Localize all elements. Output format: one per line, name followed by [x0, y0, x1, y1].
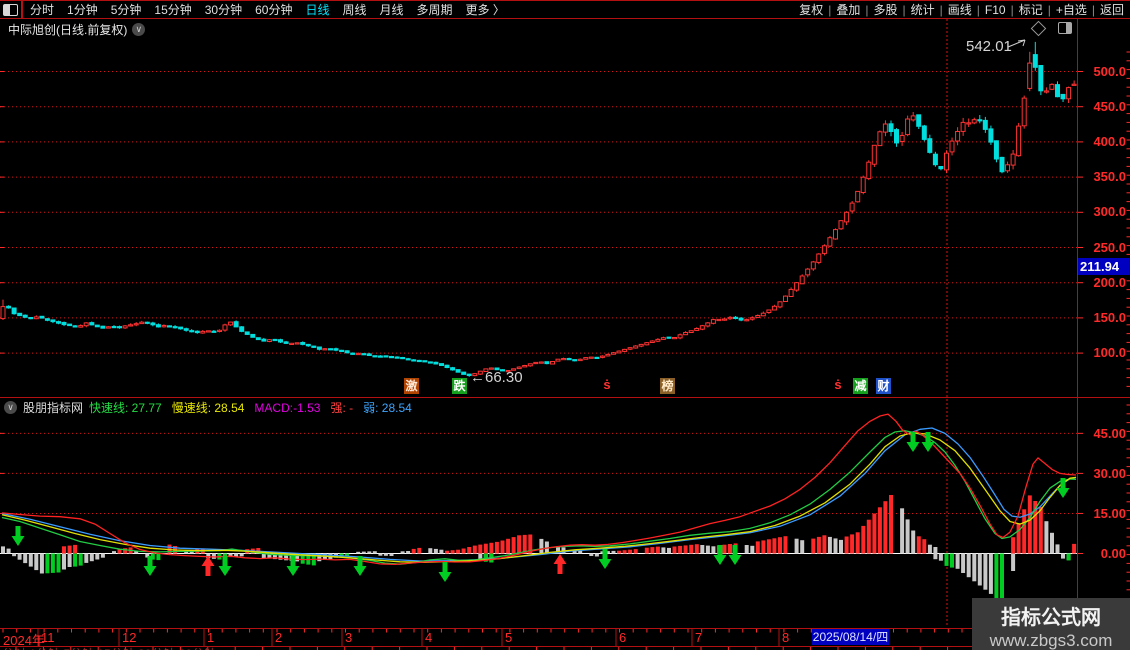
period-tab-3[interactable]: 15分钟: [154, 3, 192, 17]
marked-price-badge: 211.94: [1078, 258, 1130, 275]
toolbar-button-3[interactable]: 统计: [910, 3, 935, 17]
indicator-name: 股朋指标网: [23, 401, 84, 415]
period-tabs: 分时 1分钟 5分钟 15分钟 30分钟 60分钟 日线 周线 月线 多周期 更多 〉: [22, 1, 505, 18]
indicator-header: ∨ 股朋指标网 快速线: 27.77 慢速线: 28.54 MACD:-1.53 强:…: [4, 399, 422, 416]
toolbar-separator: |: [976, 2, 980, 17]
period-tab-4[interactable]: 30分钟: [204, 3, 243, 17]
period-tab-6[interactable]: 日线: [305, 3, 330, 17]
watermark-title: 指标公式网: [1001, 607, 1101, 629]
event-badge[interactable]: ṡ: [834, 377, 842, 392]
indicator-values: 快速线: 27.77 慢速线: 28.54 MACD:-1.53 强: - 弱: 28.…: [89, 399, 422, 416]
top-toolbar: 分时 1分钟 5分钟 15分钟 30分钟 60分钟 日线 周线 月线 多周期 更多 〉 复权 | 叠加 |…: [0, 1, 1130, 18]
period-tab-9[interactable]: 多周期: [416, 3, 453, 17]
toolbar-separator: |: [828, 2, 832, 17]
indicator-value: 慢速线: 28.54: [171, 401, 245, 415]
collapse-indicator-icon[interactable]: ∨: [4, 401, 17, 414]
period-tab-10[interactable]: 更多 〉: [465, 3, 505, 17]
toolbar-separator: |: [1047, 2, 1051, 17]
watermark-url: www.zbgs3.com: [989, 631, 1113, 650]
event-badge[interactable]: 减: [853, 378, 868, 394]
toolbar-button-8[interactable]: 返回: [1099, 3, 1124, 17]
toolbar-button-4[interactable]: 画线: [947, 3, 972, 17]
period-tab-5[interactable]: 60分钟: [255, 3, 293, 17]
layout-toggle-icon[interactable]: [0, 1, 22, 18]
panel-layout-icon[interactable]: [1058, 22, 1072, 34]
event-badge[interactable]: 榜: [660, 378, 675, 394]
period-tab-7[interactable]: 周线: [342, 3, 367, 17]
indicator-value: 弱: 28.54: [363, 401, 412, 415]
toolbar-separator: |: [1091, 2, 1095, 17]
event-badge[interactable]: ṡ: [603, 377, 611, 392]
toolbar-button-7[interactable]: +自选: [1055, 3, 1087, 17]
period-tab-8[interactable]: 月线: [379, 3, 404, 17]
toolbar-button-6[interactable]: 标记: [1018, 3, 1043, 17]
indicator-value: 快速线: 27.77: [89, 401, 162, 415]
toolbar-separator: |: [865, 2, 869, 17]
period-high-annotation: 542.01: [966, 38, 1012, 55]
page-title: 中际旭创(日线.前复权): [8, 23, 128, 37]
toolbar-separator: |: [939, 2, 943, 17]
watermark: 指标公式网 www.zbgs3.com: [972, 598, 1130, 650]
event-badge[interactable]: 跌: [452, 378, 467, 394]
toolbar-button-5[interactable]: F10: [984, 2, 1006, 17]
event-badge[interactable]: 财: [876, 378, 891, 394]
period-tab-0[interactable]: 分时: [30, 3, 55, 17]
chevron-down-circle-icon[interactable]: ∨: [132, 23, 146, 36]
period-tab-2[interactable]: 5分钟: [110, 3, 142, 17]
indicator-value: MACD:-1.53: [254, 401, 321, 415]
toolbar-actions: 复权 | 叠加 | 多股 | 统计 | 画线 | F10 | 标记 | +自选 | 返回: [799, 1, 1130, 18]
current-date-badge: 2025/08/14/四: [812, 629, 889, 645]
clipped-bottom-row: 分时 1分钟 5分钟 15分钟 30分钟 60分钟: [2, 645, 962, 650]
toolbar-separator: |: [1010, 2, 1014, 17]
indicator-value: 强: -: [330, 401, 354, 415]
toolbar-button-2[interactable]: 多股: [873, 3, 898, 17]
period-low-annotation: ←66.30: [470, 369, 523, 386]
period-tab-1[interactable]: 1分钟: [67, 3, 98, 17]
event-badge[interactable]: 激: [404, 378, 419, 394]
toolbar-button-0[interactable]: 复权: [799, 3, 824, 17]
toolbar-button-1[interactable]: 叠加: [836, 3, 861, 17]
chart-title-row: 中际旭创(日线.前复权) ∨: [8, 21, 146, 38]
toolbar-separator: |: [902, 2, 906, 17]
